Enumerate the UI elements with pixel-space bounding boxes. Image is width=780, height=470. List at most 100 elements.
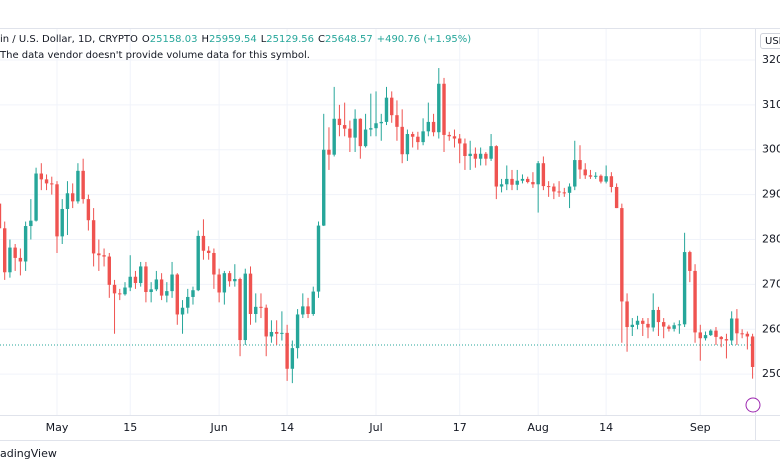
candle-body <box>118 293 122 295</box>
candle-body <box>682 252 687 325</box>
ohlc-value: 25959.54 <box>208 34 257 45</box>
candle-body <box>316 225 321 292</box>
candle-body <box>97 253 101 256</box>
candle-body <box>327 149 331 155</box>
candle-body <box>238 279 242 341</box>
candle-body <box>91 220 96 254</box>
x-tick-label: 14 <box>599 421 613 434</box>
candle-body <box>468 153 472 157</box>
candle-body <box>688 252 692 271</box>
candle-body <box>416 136 420 143</box>
y-tick-label: 31000 <box>762 98 780 111</box>
candle-body <box>0 203 2 229</box>
ohlc-item: O25158.03 <box>142 34 198 45</box>
candle-body <box>217 274 221 293</box>
ohlc-label: L <box>260 34 267 45</box>
candle-body <box>379 121 383 124</box>
candle-body <box>358 118 363 147</box>
candle-body <box>374 123 378 129</box>
ohlc-label: O <box>141 34 150 45</box>
candle-body <box>301 306 305 315</box>
candle-body <box>133 276 138 284</box>
candle-body <box>13 247 17 258</box>
candle-body <box>353 118 357 138</box>
axis-labels: 25000 26000 27000 28000 29000 30000 31000 32000… <box>46 53 780 434</box>
candle-body <box>745 333 750 337</box>
candle-body <box>505 178 509 185</box>
candle-body <box>421 131 425 143</box>
candle-body <box>295 314 300 349</box>
candle-body <box>39 173 44 180</box>
brand[interactable]: adingView <box>0 447 57 460</box>
ohlc-item: H25959.54 <box>201 34 256 45</box>
candle-body <box>735 318 739 334</box>
candle-body <box>620 208 624 302</box>
candle-body <box>473 153 478 159</box>
candle-body <box>709 330 713 336</box>
candle-body <box>646 323 650 328</box>
candle-body <box>661 322 666 327</box>
candle-body <box>18 257 23 262</box>
candle-body <box>55 184 59 237</box>
candle-body <box>536 163 540 185</box>
ohlc-value: 25648.57 <box>324 34 373 45</box>
x-tick-label: Aug <box>527 421 548 434</box>
y-tick-label: 30000 <box>762 143 780 156</box>
candle-body <box>170 274 174 292</box>
candle-body <box>593 175 598 177</box>
candle-body <box>233 279 237 282</box>
ohlc-value: 25129.56 <box>266 34 314 45</box>
candle-body <box>740 333 744 335</box>
y-tick-label: 32000 <box>762 53 780 66</box>
candle-body <box>447 134 451 137</box>
candle-body <box>693 270 697 333</box>
candle-body <box>667 326 671 329</box>
candle-body <box>76 170 80 202</box>
x-tick-label: Jul <box>368 421 382 434</box>
candle-body <box>112 284 117 294</box>
candle-body <box>499 184 504 187</box>
candle-body <box>698 332 702 339</box>
y-tick-label: 25000 <box>762 367 780 380</box>
y-tick-label: 26000 <box>762 322 780 335</box>
candle-body <box>50 183 54 185</box>
candle-body <box>348 128 352 138</box>
candle-body <box>254 306 258 315</box>
candle-body <box>426 121 431 132</box>
candle-body <box>546 186 551 188</box>
candle-body <box>144 266 148 293</box>
candle-body <box>703 335 708 339</box>
candle-body <box>34 173 38 221</box>
candle-body <box>463 143 467 157</box>
event-icon[interactable] <box>745 397 761 413</box>
x-tick-label: 14 <box>280 421 294 434</box>
candle-body <box>614 186 619 209</box>
symbol: in / U.S. Dollar, 1D, CRYPTO <box>0 34 138 45</box>
x-tick-label: Sep <box>690 421 711 434</box>
candle-body <box>186 296 190 308</box>
candle-body <box>452 136 457 139</box>
notice: The data vendor doesn't provide volume d… <box>0 50 310 61</box>
candle-body <box>149 289 153 293</box>
candle-body <box>201 235 206 251</box>
candle-body <box>102 255 106 257</box>
candle-body <box>724 339 729 341</box>
change: +490.76 (+1.95%) <box>376 34 472 45</box>
candle-body <box>264 307 268 337</box>
candle-body <box>395 115 399 127</box>
candle-body <box>363 129 368 147</box>
candle-body <box>369 128 373 130</box>
candle-body <box>337 118 342 126</box>
candle-body <box>311 291 315 315</box>
candle-body <box>656 309 661 323</box>
candle-body <box>583 169 587 176</box>
candle-body <box>390 97 394 116</box>
candle-body <box>8 247 12 273</box>
currency-button[interactable]: USD <box>760 33 780 49</box>
candle-body <box>510 178 514 185</box>
candle-body <box>400 126 404 155</box>
candle-body <box>128 276 132 288</box>
y-tick-label: 29000 <box>762 188 780 201</box>
